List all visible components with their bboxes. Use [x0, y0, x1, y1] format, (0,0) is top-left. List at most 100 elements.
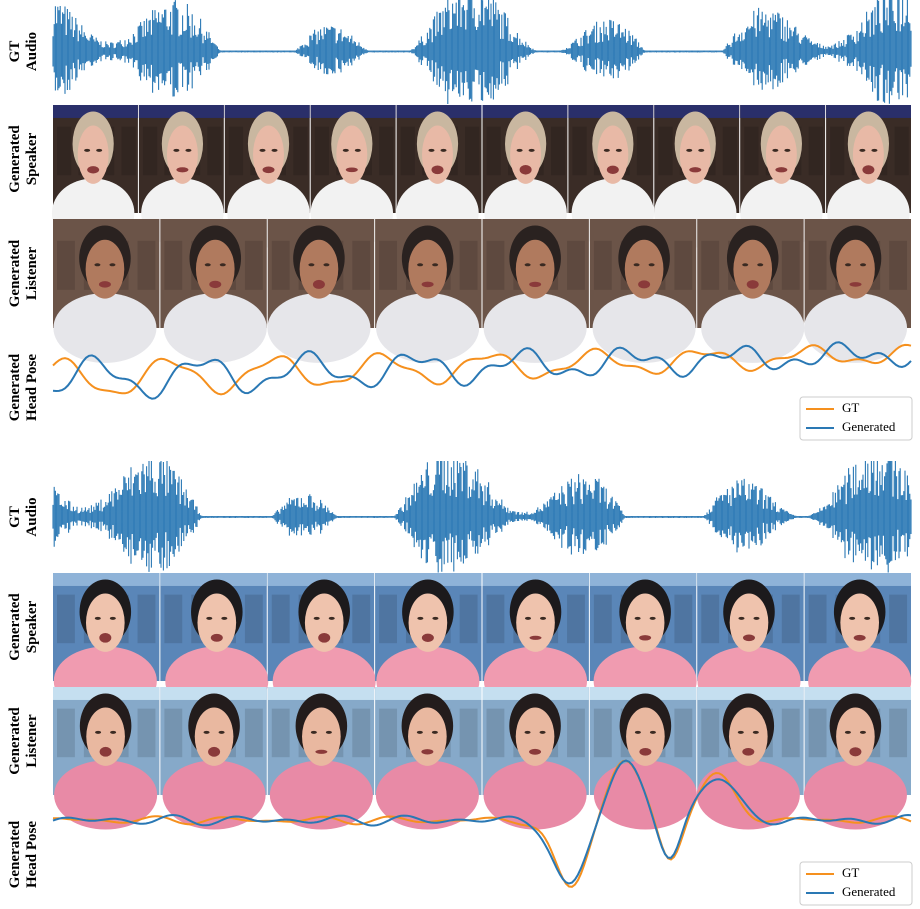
mouth — [862, 165, 875, 175]
shelf — [889, 708, 908, 758]
face — [852, 125, 884, 184]
row-label-line: Generated — [7, 820, 23, 888]
eye — [308, 263, 315, 267]
shelf — [567, 708, 585, 758]
row-label-line: GT — [7, 41, 23, 63]
shelf — [207, 126, 222, 176]
shelf — [781, 594, 800, 644]
eye — [860, 263, 867, 267]
row-label-line: Audio — [24, 32, 40, 71]
mouth — [87, 166, 100, 174]
mouth — [742, 634, 755, 642]
mouth — [99, 632, 112, 643]
shelf — [781, 240, 800, 290]
frame-top — [740, 105, 826, 118]
row-label: GT Audio — [7, 497, 40, 536]
mouth — [849, 282, 862, 287]
body — [803, 293, 908, 363]
face — [408, 593, 448, 652]
shelf — [379, 240, 398, 290]
video-frame — [267, 687, 375, 830]
eye — [844, 730, 851, 734]
row-label-line: Speaker — [24, 600, 40, 653]
row-label: Generated Speaker — [7, 125, 40, 193]
mouth — [315, 749, 328, 754]
eye — [310, 730, 317, 734]
face — [85, 239, 125, 299]
face — [728, 707, 768, 766]
shelf — [459, 594, 478, 644]
row-label-line: Generated — [7, 125, 23, 193]
eye — [84, 148, 91, 152]
body — [803, 760, 907, 830]
mouth — [176, 167, 189, 173]
frame-top — [310, 105, 396, 118]
shelf — [459, 240, 478, 290]
eye — [752, 730, 759, 734]
face — [679, 125, 711, 184]
shelf — [701, 240, 720, 290]
eye — [259, 148, 266, 152]
face — [626, 707, 665, 766]
eye — [313, 616, 320, 620]
mouth — [421, 633, 434, 642]
frame-top — [568, 105, 654, 118]
video-frame — [53, 687, 160, 830]
shelf — [164, 708, 183, 758]
frame-top — [396, 105, 482, 118]
shelf — [352, 708, 371, 758]
frame-top — [482, 687, 589, 700]
mouth — [312, 279, 325, 289]
eye — [871, 148, 878, 152]
shelf — [352, 594, 371, 644]
mouth — [208, 746, 221, 757]
frame-top — [267, 573, 375, 586]
frame-top — [160, 573, 267, 586]
eye — [737, 730, 744, 734]
shelf — [400, 126, 415, 176]
row-label-line: Generated — [7, 353, 23, 421]
face — [733, 239, 773, 299]
face — [625, 593, 665, 652]
eye — [516, 148, 523, 152]
shelf — [486, 126, 501, 176]
shelf — [567, 240, 585, 290]
video-frame — [160, 687, 267, 830]
body — [53, 293, 157, 363]
shelf — [781, 708, 800, 758]
shelf — [121, 126, 136, 176]
eye — [440, 148, 447, 152]
shelf — [808, 594, 827, 644]
shelf — [271, 708, 290, 758]
shelf — [379, 594, 398, 644]
frame-top — [482, 105, 568, 118]
shelf — [567, 594, 585, 644]
row-label: Generated Listener — [7, 239, 40, 307]
shelf — [379, 126, 394, 176]
shelf — [486, 708, 505, 758]
row-label-line: Generated — [7, 593, 23, 661]
row-label: Generated Head Pose — [7, 820, 40, 888]
face — [408, 707, 447, 766]
shelf — [889, 240, 908, 290]
eye — [185, 148, 192, 152]
video-frame — [53, 219, 160, 363]
face — [253, 125, 284, 184]
eye — [417, 263, 424, 267]
video-frame — [375, 219, 482, 363]
shelf — [808, 126, 823, 176]
body — [483, 293, 587, 363]
shelf — [550, 126, 566, 176]
mouth — [209, 280, 222, 289]
shelf — [830, 126, 845, 176]
mouth — [98, 281, 111, 288]
body — [701, 293, 805, 363]
shelf — [57, 126, 72, 176]
row-label-line: Listener — [24, 247, 40, 301]
eye — [633, 263, 640, 267]
eye — [328, 616, 335, 620]
mouth — [421, 749, 434, 755]
eye — [634, 616, 641, 620]
mouth — [775, 167, 788, 173]
shelf — [701, 708, 720, 758]
